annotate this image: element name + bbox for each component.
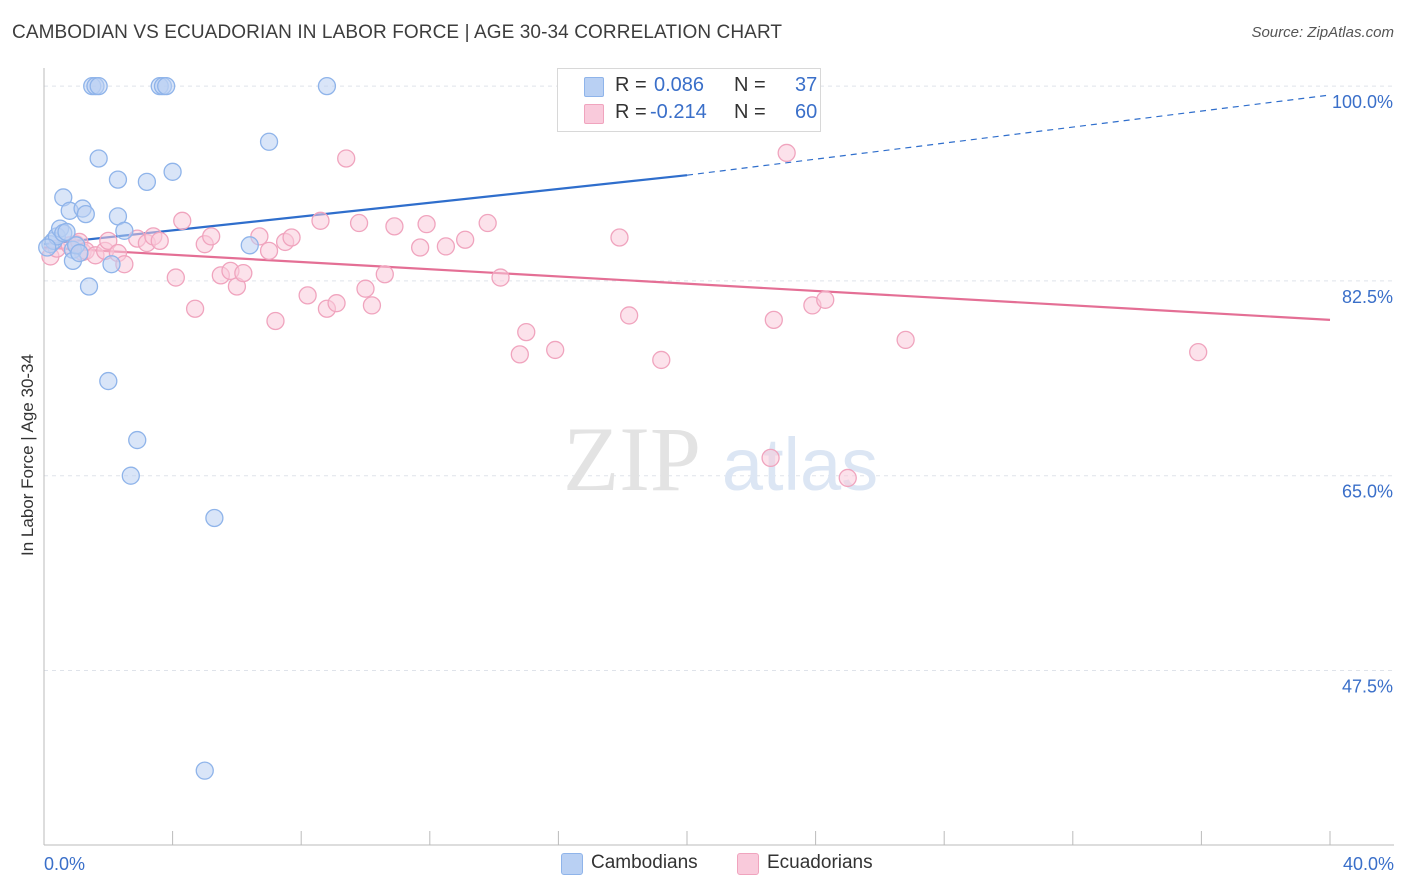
point-cambodians (121, 466, 140, 485)
x-tick-label-right: 40.0% (1343, 854, 1394, 874)
point-ecuadorians (385, 217, 404, 236)
point-ecuadorians (185, 299, 205, 318)
point-ecuadorians (298, 286, 317, 305)
point-ecuadorians (202, 227, 221, 246)
point-ecuadorians (838, 468, 857, 488)
point-cambodians (102, 255, 121, 274)
point-ecuadorians (1189, 342, 1208, 362)
point-cambodians (70, 243, 89, 263)
point-cambodians (205, 508, 224, 528)
bottom-legend-swatch-cambodians (561, 853, 583, 875)
y-tick-labels: 100.0% 82.5% 65.0% 47.5% (1332, 92, 1393, 696)
point-cambodians (108, 170, 128, 189)
point-cambodians (99, 371, 118, 391)
point-cambodians (38, 238, 57, 257)
point-ecuadorians (517, 322, 536, 342)
point-ecuadorians (311, 211, 330, 230)
point-ecuadorians (816, 290, 835, 309)
point-ecuadorians (777, 143, 796, 163)
point-ecuadorians (375, 265, 394, 284)
point-ecuadorians (349, 213, 369, 233)
point-cambodians (157, 76, 176, 96)
point-cambodians (137, 172, 157, 192)
point-cambodians (79, 277, 99, 296)
point-ecuadorians (166, 268, 185, 287)
point-ecuadorians (491, 268, 510, 287)
watermark: ZIP atlas (563, 408, 878, 510)
point-ecuadorians (896, 330, 915, 350)
point-ecuadorians (173, 211, 192, 230)
legend-swatch-cambodians (584, 77, 604, 97)
point-ecuadorians (327, 294, 346, 313)
point-cambodians (195, 761, 214, 780)
trend-line-ecuadorians (43, 246, 1331, 321)
point-ecuadorians (282, 228, 301, 247)
bottom-legend-label: Ecuadorians (767, 852, 873, 873)
y-tick-label: 47.5% (1342, 676, 1393, 696)
point-cambodians (89, 149, 108, 168)
point-ecuadorians (411, 238, 430, 257)
source-label: Source: ZipAtlas.com (1251, 24, 1394, 41)
point-ecuadorians (546, 340, 565, 360)
point-ecuadorians (619, 306, 639, 325)
y-tick-label: 100.0% (1332, 92, 1393, 112)
bottom-legend-label: Cambodians (591, 852, 698, 873)
point-cambodians (317, 76, 337, 96)
correlation-legend: R = 0.086 N = 37 R = -0.214 N = 60 (557, 68, 821, 132)
point-ecuadorians (456, 230, 475, 249)
point-cambodians (115, 221, 134, 240)
point-cambodians (89, 76, 108, 96)
point-ecuadorians (764, 310, 783, 330)
legend-r-value: 0.086 (654, 74, 705, 96)
bottom-legend-swatch-ecuadorians (737, 853, 759, 875)
point-ecuadorians (234, 263, 253, 283)
y-tick-label: 82.5% (1342, 287, 1393, 307)
legend-swatch-ecuadorians (584, 104, 604, 124)
point-ecuadorians (510, 345, 529, 364)
point-ecuadorians (356, 279, 375, 298)
y-tick-label: 65.0% (1342, 482, 1393, 502)
watermark-zip: ZIP (563, 408, 701, 510)
legend-n-label: N = (734, 101, 766, 123)
point-ecuadorians (337, 149, 356, 168)
point-ecuadorians (362, 296, 382, 315)
legend-n-value: 37 (795, 74, 818, 96)
point-ecuadorians (99, 231, 118, 250)
point-ecuadorians (652, 350, 671, 370)
watermark-atlas: atlas (722, 423, 878, 506)
trend-line-extension-cambodians (686, 94, 1331, 176)
point-cambodians (57, 222, 76, 242)
point-ecuadorians (436, 237, 456, 256)
point-ecuadorians (761, 448, 780, 468)
point-ecuadorians (150, 231, 169, 250)
point-cambodians (163, 162, 182, 181)
point-ecuadorians (266, 311, 285, 331)
legend-r-value: -0.214 (650, 101, 707, 123)
point-cambodians (259, 132, 279, 151)
point-cambodians (128, 430, 147, 450)
chart-title: CAMBODIAN VS ECUADORIAN IN LABOR FORCE |… (12, 22, 783, 43)
legend-n-label: N = (734, 74, 766, 96)
point-ecuadorians (417, 214, 436, 234)
gridlines (44, 85, 1394, 671)
legend-r-label: R = (615, 74, 647, 96)
legend-r-label: R = (615, 101, 647, 123)
legend-n-value: 60 (795, 101, 818, 123)
x-tick-label-left: 0.0% (44, 854, 85, 874)
point-cambodians (76, 204, 95, 224)
point-ecuadorians (259, 241, 279, 261)
axes (43, 68, 1394, 846)
point-ecuadorians (610, 228, 629, 247)
point-ecuadorians (478, 213, 497, 233)
point-cambodians (240, 236, 259, 255)
